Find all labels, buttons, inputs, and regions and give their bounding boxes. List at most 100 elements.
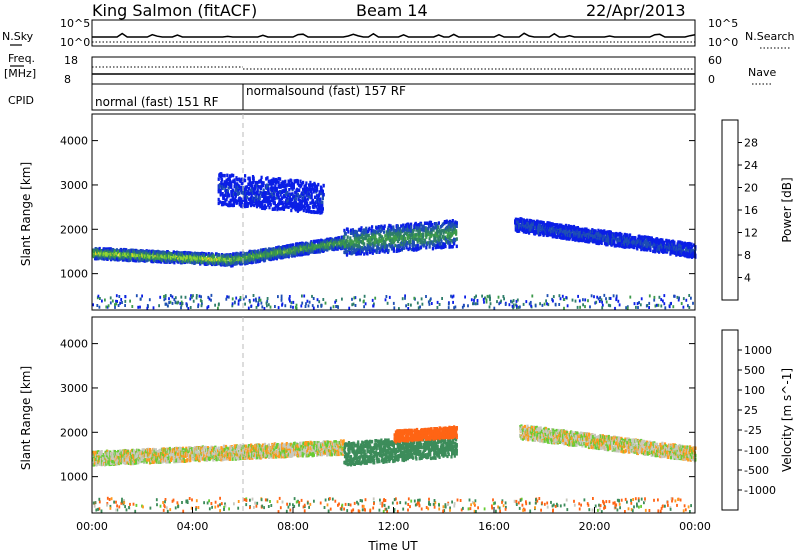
cell-upper_3000 bbox=[261, 202, 264, 206]
cell-after_17 bbox=[559, 232, 562, 237]
cell-near-range bbox=[231, 297, 234, 301]
cell-upper_3000 bbox=[243, 193, 246, 197]
cell-main_band_mid bbox=[342, 238, 345, 243]
cell-patch_12_14 bbox=[410, 222, 413, 227]
cell-upper_3000 bbox=[224, 193, 227, 197]
cell-patch_12_14 bbox=[429, 220, 433, 225]
cell-main_band bbox=[121, 248, 124, 253]
cell-main_band bbox=[189, 255, 193, 259]
cell-upper_3000 bbox=[313, 183, 317, 187]
cell-upper_3000 bbox=[286, 183, 289, 187]
cell-after_17 bbox=[597, 228, 600, 233]
cell-patch_12_14 bbox=[441, 245, 444, 249]
cell-main_band bbox=[106, 257, 109, 261]
cell-main_band bbox=[97, 256, 100, 261]
cell-near-range bbox=[124, 304, 126, 307]
cell-after_17 bbox=[567, 224, 570, 228]
cell-near-range bbox=[655, 303, 658, 307]
cell-after_17 bbox=[524, 221, 527, 226]
cell-upper_3000 bbox=[286, 190, 289, 195]
cell-patch_12_14 bbox=[346, 227, 349, 232]
cell-patch_12_14 bbox=[375, 238, 378, 242]
cell-upper_3000 bbox=[248, 197, 251, 201]
cell-upper_3000 bbox=[244, 190, 247, 195]
cell-patch_12_14 bbox=[345, 238, 348, 243]
cell-patch_12_14 bbox=[452, 226, 455, 230]
cell-upper_3000 bbox=[304, 198, 307, 203]
cell-upper_3000 bbox=[220, 178, 224, 182]
cell-upper_3000 bbox=[288, 188, 291, 192]
noise-traces bbox=[92, 32, 696, 43]
cell-patch_12_14 bbox=[437, 239, 440, 243]
cell-patch_12_14 bbox=[400, 224, 403, 228]
cell-patch_12_14 bbox=[451, 231, 454, 235]
cell-upper_3000 bbox=[221, 173, 224, 178]
cell-near-range bbox=[92, 303, 94, 307]
cell-upper_3000 bbox=[234, 188, 237, 192]
cell-main_band_mid bbox=[297, 252, 300, 257]
cell-patch_12_14 bbox=[445, 219, 448, 223]
cell-main_band_mid bbox=[326, 247, 329, 252]
cell-upper_3000 bbox=[285, 205, 288, 209]
cell-main_band bbox=[116, 257, 119, 262]
cell-main_band_mid bbox=[230, 254, 233, 259]
cell-patch_12_14 bbox=[343, 246, 347, 250]
cell-upper_3000 bbox=[315, 188, 319, 192]
cell-after_17 bbox=[589, 235, 592, 240]
cell-upper_3000 bbox=[274, 184, 277, 189]
noise-sky-trace bbox=[92, 32, 696, 38]
cell-upper_3000 bbox=[246, 185, 249, 189]
cell-upper_3000 bbox=[284, 192, 288, 196]
cell-patch_12_14 bbox=[408, 240, 411, 244]
cell-upper_3000 bbox=[276, 191, 279, 195]
cell-after_17 bbox=[628, 235, 631, 239]
cell-patch_12_14 bbox=[371, 234, 374, 239]
cell-main_band bbox=[126, 258, 129, 263]
cell-patch_12_14 bbox=[423, 238, 427, 242]
cell-main_band bbox=[115, 251, 118, 256]
cell-patch_12_14 bbox=[430, 241, 433, 245]
cell-patch_12_14 bbox=[414, 237, 417, 241]
cell-upper_3000 bbox=[279, 193, 282, 197]
freq-label: Freq. bbox=[8, 52, 35, 65]
cell-upper_3000 bbox=[293, 194, 296, 198]
cell-patch_12_14 bbox=[373, 232, 376, 237]
cell-near-range bbox=[489, 302, 492, 306]
cell-after_17 bbox=[575, 235, 578, 239]
cell-after_17 bbox=[687, 245, 690, 250]
cell-patch_12_14 bbox=[438, 228, 441, 232]
cell-patch_12_14 bbox=[433, 226, 436, 230]
cell-patch_12_14 bbox=[351, 250, 354, 255]
cell-main_band_mid bbox=[297, 246, 300, 251]
cell-main_band bbox=[136, 253, 139, 257]
cell-upper_3000 bbox=[234, 194, 237, 198]
cell-patch_12_14 bbox=[416, 237, 419, 242]
cell-patch_12_14 bbox=[455, 230, 458, 235]
cell-near-range bbox=[508, 303, 511, 307]
cell-after_17 bbox=[541, 225, 544, 230]
cell-patch_12_14 bbox=[359, 240, 362, 244]
cell-upper_3000 bbox=[307, 187, 310, 192]
cell-patch_12_14 bbox=[423, 243, 426, 247]
cell-near-range bbox=[187, 307, 190, 310]
cell-after_17 bbox=[629, 233, 632, 237]
cell-upper_3000 bbox=[265, 205, 268, 210]
cell-main_band bbox=[115, 254, 118, 259]
cell-patch_12_14 bbox=[408, 242, 411, 247]
cell-upper_3000 bbox=[287, 201, 290, 206]
cell-upper_3000 bbox=[301, 204, 304, 209]
cell-patch_12_14 bbox=[410, 225, 413, 229]
cell-main_band bbox=[153, 255, 156, 259]
cell-upper_3000 bbox=[254, 185, 257, 189]
cell-after_17 bbox=[630, 238, 633, 242]
cell-patch_12_14 bbox=[455, 237, 458, 241]
cell-after_17 bbox=[647, 238, 650, 242]
cell-upper_3000 bbox=[302, 208, 305, 213]
cell-upper_3000 bbox=[308, 186, 311, 190]
cell-after_17 bbox=[599, 229, 603, 234]
cell-patch_12_14 bbox=[414, 221, 417, 226]
cell-main_band bbox=[225, 254, 228, 258]
cell-patch_12_14 bbox=[425, 235, 428, 239]
cell-upper_3000 bbox=[261, 199, 264, 204]
cell-near-range bbox=[207, 295, 210, 299]
